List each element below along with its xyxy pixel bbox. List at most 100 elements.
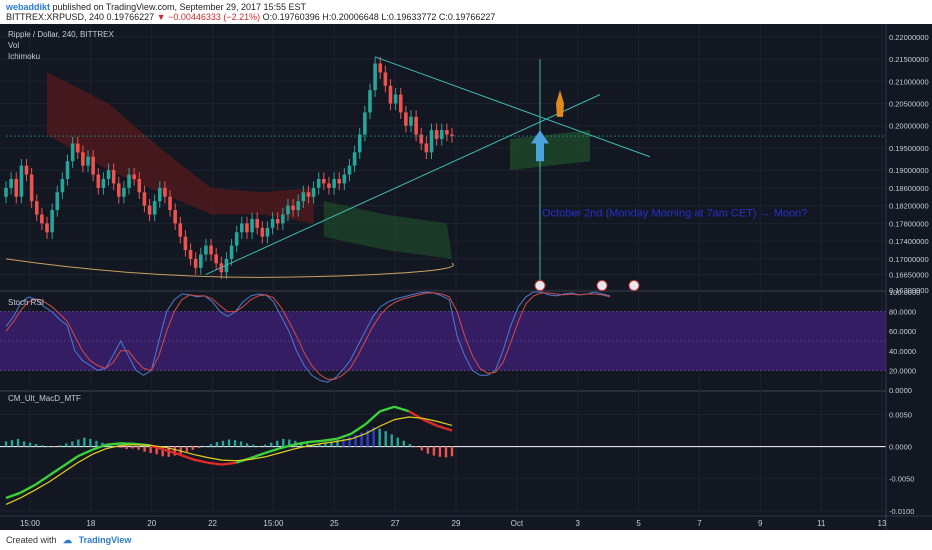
vol-legend[interactable]: Vol [8,41,20,50]
macd-histogram-bar [4,441,8,447]
macd-line-segment [192,458,208,464]
macd-histogram-bar [191,446,195,450]
time-tick-label: 27 [391,519,400,528]
macd-histogram-bar [312,444,315,447]
candle-body [306,192,311,197]
candle-body [424,143,429,153]
macd-histogram-bar [77,439,80,447]
macd-line-segment [364,410,381,426]
price-change: −0.00446333 (−2.21%) [168,12,261,22]
macd-line-segment [91,443,108,451]
candle-body [393,94,398,104]
macd-histogram-bar [348,436,351,447]
candle-body [286,205,290,215]
candle-body [188,250,193,259]
candle-body [383,72,388,86]
candle-body [404,112,408,126]
publish-line: webaddikt published on TradingView.com, … [6,2,306,12]
footer: Created with ☁ TradingView [0,530,932,550]
candle-body [122,187,126,197]
event-flag-icon [596,280,608,292]
candle-body [199,254,203,268]
ichimoku-legend[interactable]: Ichimoku [8,52,41,61]
price-axis [886,24,932,530]
tradingview-brand[interactable]: TradingView [78,535,132,545]
candle-body [398,94,403,113]
candle-body [152,201,157,215]
time-tick-label: 29 [452,519,461,528]
macd-histogram-bar [366,429,369,447]
candle-body [183,236,188,251]
macd-line-segment [422,418,439,428]
candle-body [75,143,80,153]
macd-histogram-bar [203,445,207,447]
stoch-legend[interactable]: Stoch RSI [8,298,45,307]
candle-body [378,63,383,73]
macd-line-segment [163,448,180,456]
candle-body [168,196,172,211]
candle-body [9,178,13,188]
macd-line-segment [250,451,266,460]
ichimoku-cloud-red [47,72,314,224]
macd-histogram-bar [450,446,454,457]
candle-body [281,214,285,224]
macd-histogram-bar [131,446,134,449]
candle-body [363,112,367,135]
candle-body [209,245,213,255]
price-tick-label: 0.21000000 [889,77,929,86]
macd-histogram-bar [276,440,279,447]
macd-histogram-bar [263,444,267,447]
candle-body [311,187,316,197]
price-tick-label: 0.22000000 [889,33,929,42]
time-tick-label: 15:00 [20,519,41,528]
tradingview-logo-icon[interactable]: ☁ [63,535,73,545]
symbol-line: BITTREX:XRPUSD, 240 0.19766227 ▼ −0.0044… [6,12,495,22]
price-tick-label: 0.17800000 [889,219,929,228]
candle-body [19,165,24,197]
candle-body [157,187,162,202]
macd-histogram-bar [16,438,20,447]
candle-body [106,170,111,179]
up-arrow-icon [531,130,549,162]
close-value: C:0.19766227 [438,12,496,22]
candle-body [142,192,147,206]
macd-histogram-bar [336,440,339,447]
macd-tick-label: -0.0100 [889,507,914,516]
macd-tick-label: 0.0000 [889,443,912,452]
macd-histogram-bar [342,438,345,447]
candle-body [101,178,106,188]
time-tick-label: Oct [511,519,524,528]
macd-histogram-bar [197,446,201,448]
high-value: H:0.20006648 [322,12,379,22]
macd-histogram-bar [282,438,285,447]
macd-line-segment [322,437,338,442]
macd-histogram-bar [432,446,436,456]
macd-histogram-bar [119,446,122,448]
candle-body [116,183,121,197]
candle-body [337,178,342,184]
macd-histogram-bar [288,439,291,447]
time-tick-label: 7 [697,519,702,528]
macd-histogram-bar [444,446,448,458]
author-link[interactable]: webaddikt [6,2,51,12]
stoch-tick-label: 60.0000 [889,327,916,336]
ichimoku-cloud-forward [510,130,590,171]
chart-svg[interactable]: 0.1976622703:04:38October 2nd (Monday Mo… [0,24,932,530]
macd-histogram-bar [251,444,255,447]
candle-body [40,214,44,224]
price-tick-label: 0.19000000 [889,166,929,175]
candle-body [163,187,167,197]
price-tick-label: 0.21500000 [889,55,929,64]
candle-body [260,227,265,237]
macd-histogram-bar [28,442,32,447]
candle-body [229,245,234,259]
candle-body [193,258,198,268]
symbol-label: BITTREX:XRPUSD, 240 [6,12,105,22]
macd-legend[interactable]: CM_Ult_MacD_MTF [8,394,81,403]
macd-histogram-bar [245,443,249,447]
macd-histogram-bar [173,446,176,456]
macd-histogram-bar [89,438,92,447]
candle-body [34,201,39,215]
chart-area[interactable]: 0.1976622703:04:38October 2nd (Monday Mo… [0,24,932,530]
candle-body [173,210,177,224]
